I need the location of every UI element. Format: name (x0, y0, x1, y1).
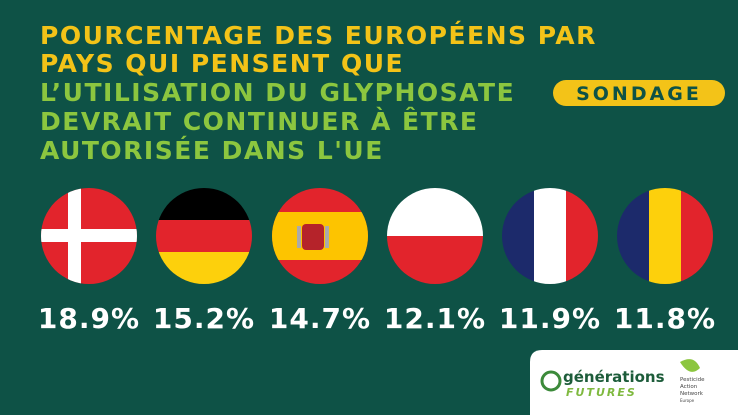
logo-text: Europe (680, 398, 695, 403)
logo-text: générations (563, 368, 665, 386)
logo-icon (540, 370, 562, 392)
badge-text: SONDAGE (576, 83, 702, 105)
flag (617, 188, 713, 284)
title-line: L’UTILISATION DU GLYPHOSATE (40, 78, 515, 107)
percentage: 14.7% (269, 302, 371, 335)
percentage: 11.9% (499, 302, 601, 335)
flag (502, 188, 598, 284)
percentage: 11.8% (614, 302, 716, 335)
title-line: PAYS QUI PENSENT QUE (40, 49, 404, 78)
percentage: 15.2% (153, 302, 255, 335)
badge (553, 80, 725, 106)
flag (387, 188, 483, 284)
percentage: 18.9% (38, 302, 140, 335)
flag (272, 188, 368, 284)
percentage: 12.1% (384, 302, 486, 335)
logo-icon (680, 359, 700, 372)
logo-text: FUTURES (566, 386, 637, 399)
title-line: POURCENTAGE DES EUROPÉENS PAR (40, 21, 597, 50)
logo-text: Action (680, 384, 698, 390)
title-line: DEVRAIT CONTINUER À ÊTRE (40, 107, 478, 136)
title-line: AUTORISÉE DANS L'UE (40, 136, 384, 165)
logo-text: Pesticide (680, 377, 705, 383)
logo-text: Network (680, 391, 704, 397)
flag (156, 188, 252, 284)
flag (41, 188, 137, 284)
